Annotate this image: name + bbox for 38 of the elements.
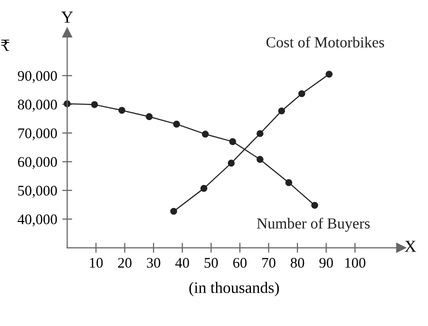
x-axis-title: (in thousands) — [189, 282, 279, 296]
point — [256, 156, 264, 163]
x-tick-label: 20 — [118, 258, 132, 268]
x-tick-label: 100 — [345, 258, 366, 268]
y-tick-label: 50,000 — [18, 186, 57, 198]
y-tick-label: 40,000 — [18, 214, 57, 226]
y-tick-label: 90,000 — [18, 70, 57, 83]
point — [256, 130, 264, 138]
point — [311, 202, 318, 209]
point — [278, 107, 286, 114]
x-tick-label: 60 — [233, 258, 247, 268]
point — [298, 90, 306, 98]
x-tick-label: 90 — [319, 258, 333, 268]
point — [146, 113, 153, 120]
y-tick-label: 80,000 — [18, 100, 57, 112]
y-tick-label: 70,000 — [18, 128, 57, 140]
x-tick-label: 50 — [204, 258, 218, 268]
point — [118, 106, 126, 114]
y-tick-label: 60,000 — [18, 157, 57, 169]
point — [170, 208, 178, 215]
point — [229, 138, 236, 146]
x-tick-label: 70 — [262, 258, 276, 268]
text: X — [404, 240, 416, 252]
point — [202, 130, 209, 138]
x-tick-label: 40 — [175, 258, 190, 268]
point — [200, 184, 208, 192]
point — [228, 160, 235, 167]
x-tick-label: 30 — [146, 258, 160, 268]
series-label: Number of Buyers — [256, 218, 370, 232]
point — [173, 120, 180, 128]
point — [285, 179, 292, 186]
point — [326, 70, 333, 78]
series-label: Cost of Motorbikes — [266, 36, 384, 48]
y-axis-title: ₹ — [1, 40, 10, 51]
x-tick-label: 80 — [290, 258, 304, 268]
point — [91, 101, 98, 108]
x-tick-label: 10 — [90, 258, 103, 268]
text: Y — [61, 12, 73, 23]
